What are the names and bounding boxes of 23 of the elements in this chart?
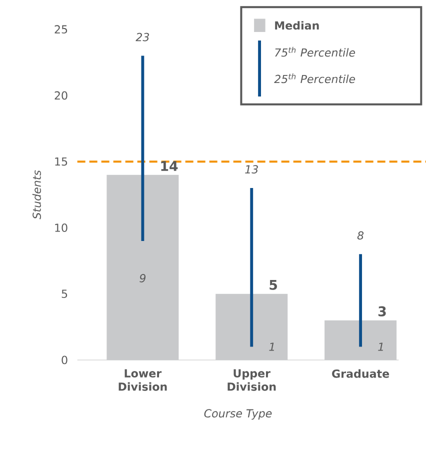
y-tick-label: 25 (54, 25, 68, 34)
x-tick-label: Upper Division (228, 369, 276, 391)
annotation: 8 (357, 231, 364, 240)
data-label: 14 (161, 161, 178, 171)
y-tick-label: 10 (55, 224, 68, 232)
annotation: 13 (245, 165, 258, 174)
annotation: 9 (140, 274, 146, 282)
annotation: 75$^{th}$ Percentile (275, 46, 356, 57)
annotation: 1 (378, 342, 383, 351)
y-tick-label: 15 (55, 157, 68, 166)
y-tick-label: 5 (62, 290, 68, 298)
annotation: 1 (269, 342, 274, 351)
annotation: 25$^{th}$ Percentile (274, 73, 356, 84)
x-tick-label: Lower Division (118, 369, 167, 391)
y-tick-label: 0 (62, 356, 68, 364)
y-axis-title: Students (32, 170, 41, 220)
annotation: 23 (136, 32, 149, 42)
legend-label: Median (275, 21, 319, 30)
x-axis-title: Course Type (204, 409, 272, 420)
data-label: 3 (378, 306, 386, 316)
data-label: 5 (270, 280, 277, 290)
y-tick-label: 20 (54, 91, 68, 100)
x-tick-label: Graduate (332, 369, 390, 378)
